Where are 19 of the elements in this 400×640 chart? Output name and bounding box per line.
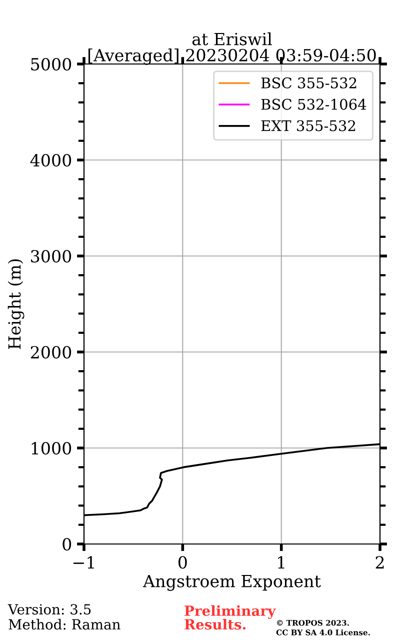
y-tick-label: 3000 (31, 250, 72, 263)
text: Preliminary Results. (184, 605, 276, 630)
y-tick-label: 0 (62, 538, 72, 551)
chart-title: at Eriswil [Averaged] 20230204 03:59-04:50 (88, 32, 376, 65)
x-tick-label: 2 (376, 556, 384, 568)
y-axis-title: Height (m) (8, 259, 24, 350)
y-tick-label: 2000 (30, 346, 72, 359)
y-tick-label: 4000 (30, 154, 72, 167)
x-tick-label: 1 (278, 556, 284, 568)
text: Version: 3.5 (8, 604, 91, 615)
y-tick-label: 5000 (31, 58, 72, 71)
text: Method: Raman (8, 618, 120, 630)
legend-label: BSC 532-1064 (261, 98, 366, 110)
y-tick-label: 1000 (32, 442, 72, 455)
x-tick-label: 0 (178, 556, 187, 569)
legend-label: BSC 355-532 (261, 77, 356, 88)
legend-label: EXT 355-532 (261, 120, 356, 132)
x-tick-label: −1 (73, 556, 94, 568)
x-axis-title: Angstroem Exponent (142, 574, 321, 591)
